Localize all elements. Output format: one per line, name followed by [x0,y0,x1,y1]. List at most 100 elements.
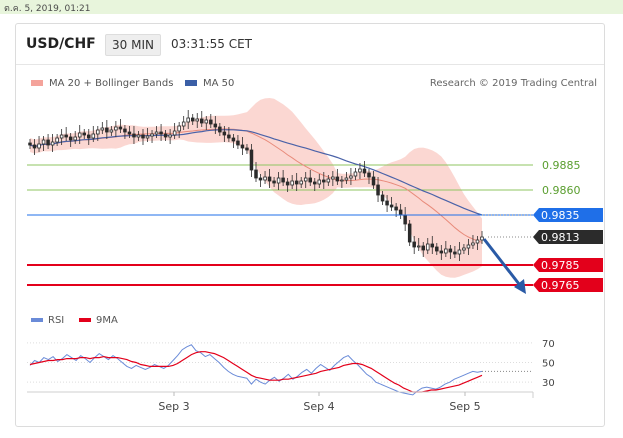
candle-body [313,181,317,185]
candle-body [340,179,344,182]
x-tick-label: Sep 4 [303,400,334,413]
candle-body [263,176,267,181]
rsi-tick-label: 50 [542,359,555,370]
support-label: 0.9765 [541,279,580,292]
candle-body [344,177,349,181]
candle-body [231,137,236,142]
candle-body [73,136,77,141]
candle-body [331,176,335,180]
candle-body [421,245,425,251]
candle-body [114,126,118,131]
candle-body [236,140,240,146]
credit-label: Research © 2019 Trading Central [430,78,597,89]
candle-body [258,177,263,181]
pivot-price-tag [533,208,603,222]
timeframe-badge[interactable]: 30 MIN [105,34,161,56]
candle-body [281,177,285,183]
candle-body [50,141,55,146]
candle-body [87,134,91,139]
candle-body [177,125,181,132]
rsi-legend-label: RSI [48,315,64,326]
candle-body [448,248,453,253]
forecast-arrow-shaft [482,238,521,285]
candle-body [444,248,448,254]
candle-body [317,179,322,185]
candle-body [100,127,105,131]
candle-body [59,134,64,139]
candle-body [380,194,385,202]
candle-body [82,132,86,136]
candle-body [358,168,362,173]
candle-body [55,137,59,143]
support-price-tag [533,258,603,272]
candle-body [322,179,326,183]
x-tick-label: Sep 3 [158,400,189,413]
candle-body [132,133,136,138]
candle-body [118,126,123,130]
candle-body [367,172,371,178]
candle-body [190,117,195,122]
chart-card: USD/CHF 30 MIN 03:31:55 CET [15,23,605,427]
candle-body [426,243,430,251]
ma9-legend-swatch [79,318,91,322]
currency-pair: USD/CHF [26,36,96,52]
candle-body [64,134,68,138]
candle-body [349,175,353,179]
x-axis-ticks: Sep 3 Sep 4 Sep 5 [158,392,481,413]
candle-body [403,214,407,225]
last-label: 0.9813 [541,231,580,244]
candle-body [353,171,358,177]
candle-body [77,132,82,138]
rsi-tick-label: 30 [542,378,555,389]
candle-body [154,131,159,135]
candle-body [213,123,218,128]
candle-body [123,128,127,133]
ma50-legend-swatch [185,80,197,86]
candle-body [136,134,141,138]
chart-header: USD/CHF 30 MIN 03:31:55 CET [16,24,604,65]
candle-body [462,247,466,251]
candle-body [362,168,367,174]
timestamp-bar: ต.ค. 5, 2019, 01:21 [0,0,623,14]
timestamp-text: ต.ค. 5, 2019, 01:21 [4,4,91,14]
support-price-tag [533,278,603,292]
candle-body [204,119,209,124]
candle-body [457,249,462,255]
candle-body [389,204,394,208]
candle-body [240,144,245,149]
candle-body [168,134,172,138]
price-plot [27,98,533,278]
candle-body [430,243,435,248]
candle-body [46,139,50,146]
ma20-legend-swatch [31,80,43,86]
candle-body [371,176,376,186]
forecast-arrow-head [514,279,526,294]
candle-body [96,129,100,135]
resistance-label: 0.9860 [542,184,581,197]
header-time: 03:31:55 CET [171,37,252,51]
candle-body [32,144,37,149]
candle-body [254,169,258,179]
bollinger-band [30,98,482,278]
candle-body [267,176,272,182]
candle-body [480,236,484,241]
candle-body [299,180,303,185]
candle-body [335,176,340,182]
candle-body [105,127,109,133]
candle-body [326,178,331,183]
pivot-label: 0.9835 [541,209,580,222]
candle-body [439,250,444,254]
candle-body [471,242,475,246]
ma50-legend-label: MA 50 [203,78,234,89]
candle-body [435,246,439,252]
ma20-legend-label: MA 20 + Bollinger Bands [49,78,173,89]
candle-body [249,149,254,171]
candle-body [37,143,41,149]
support-label: 0.9785 [541,259,580,272]
candle-body [163,133,168,138]
candle-body [407,223,412,243]
last-price-tag [533,230,603,244]
candle-body [172,130,177,136]
candle-body [412,241,416,248]
rsi-tick-label: 70 [542,339,555,350]
